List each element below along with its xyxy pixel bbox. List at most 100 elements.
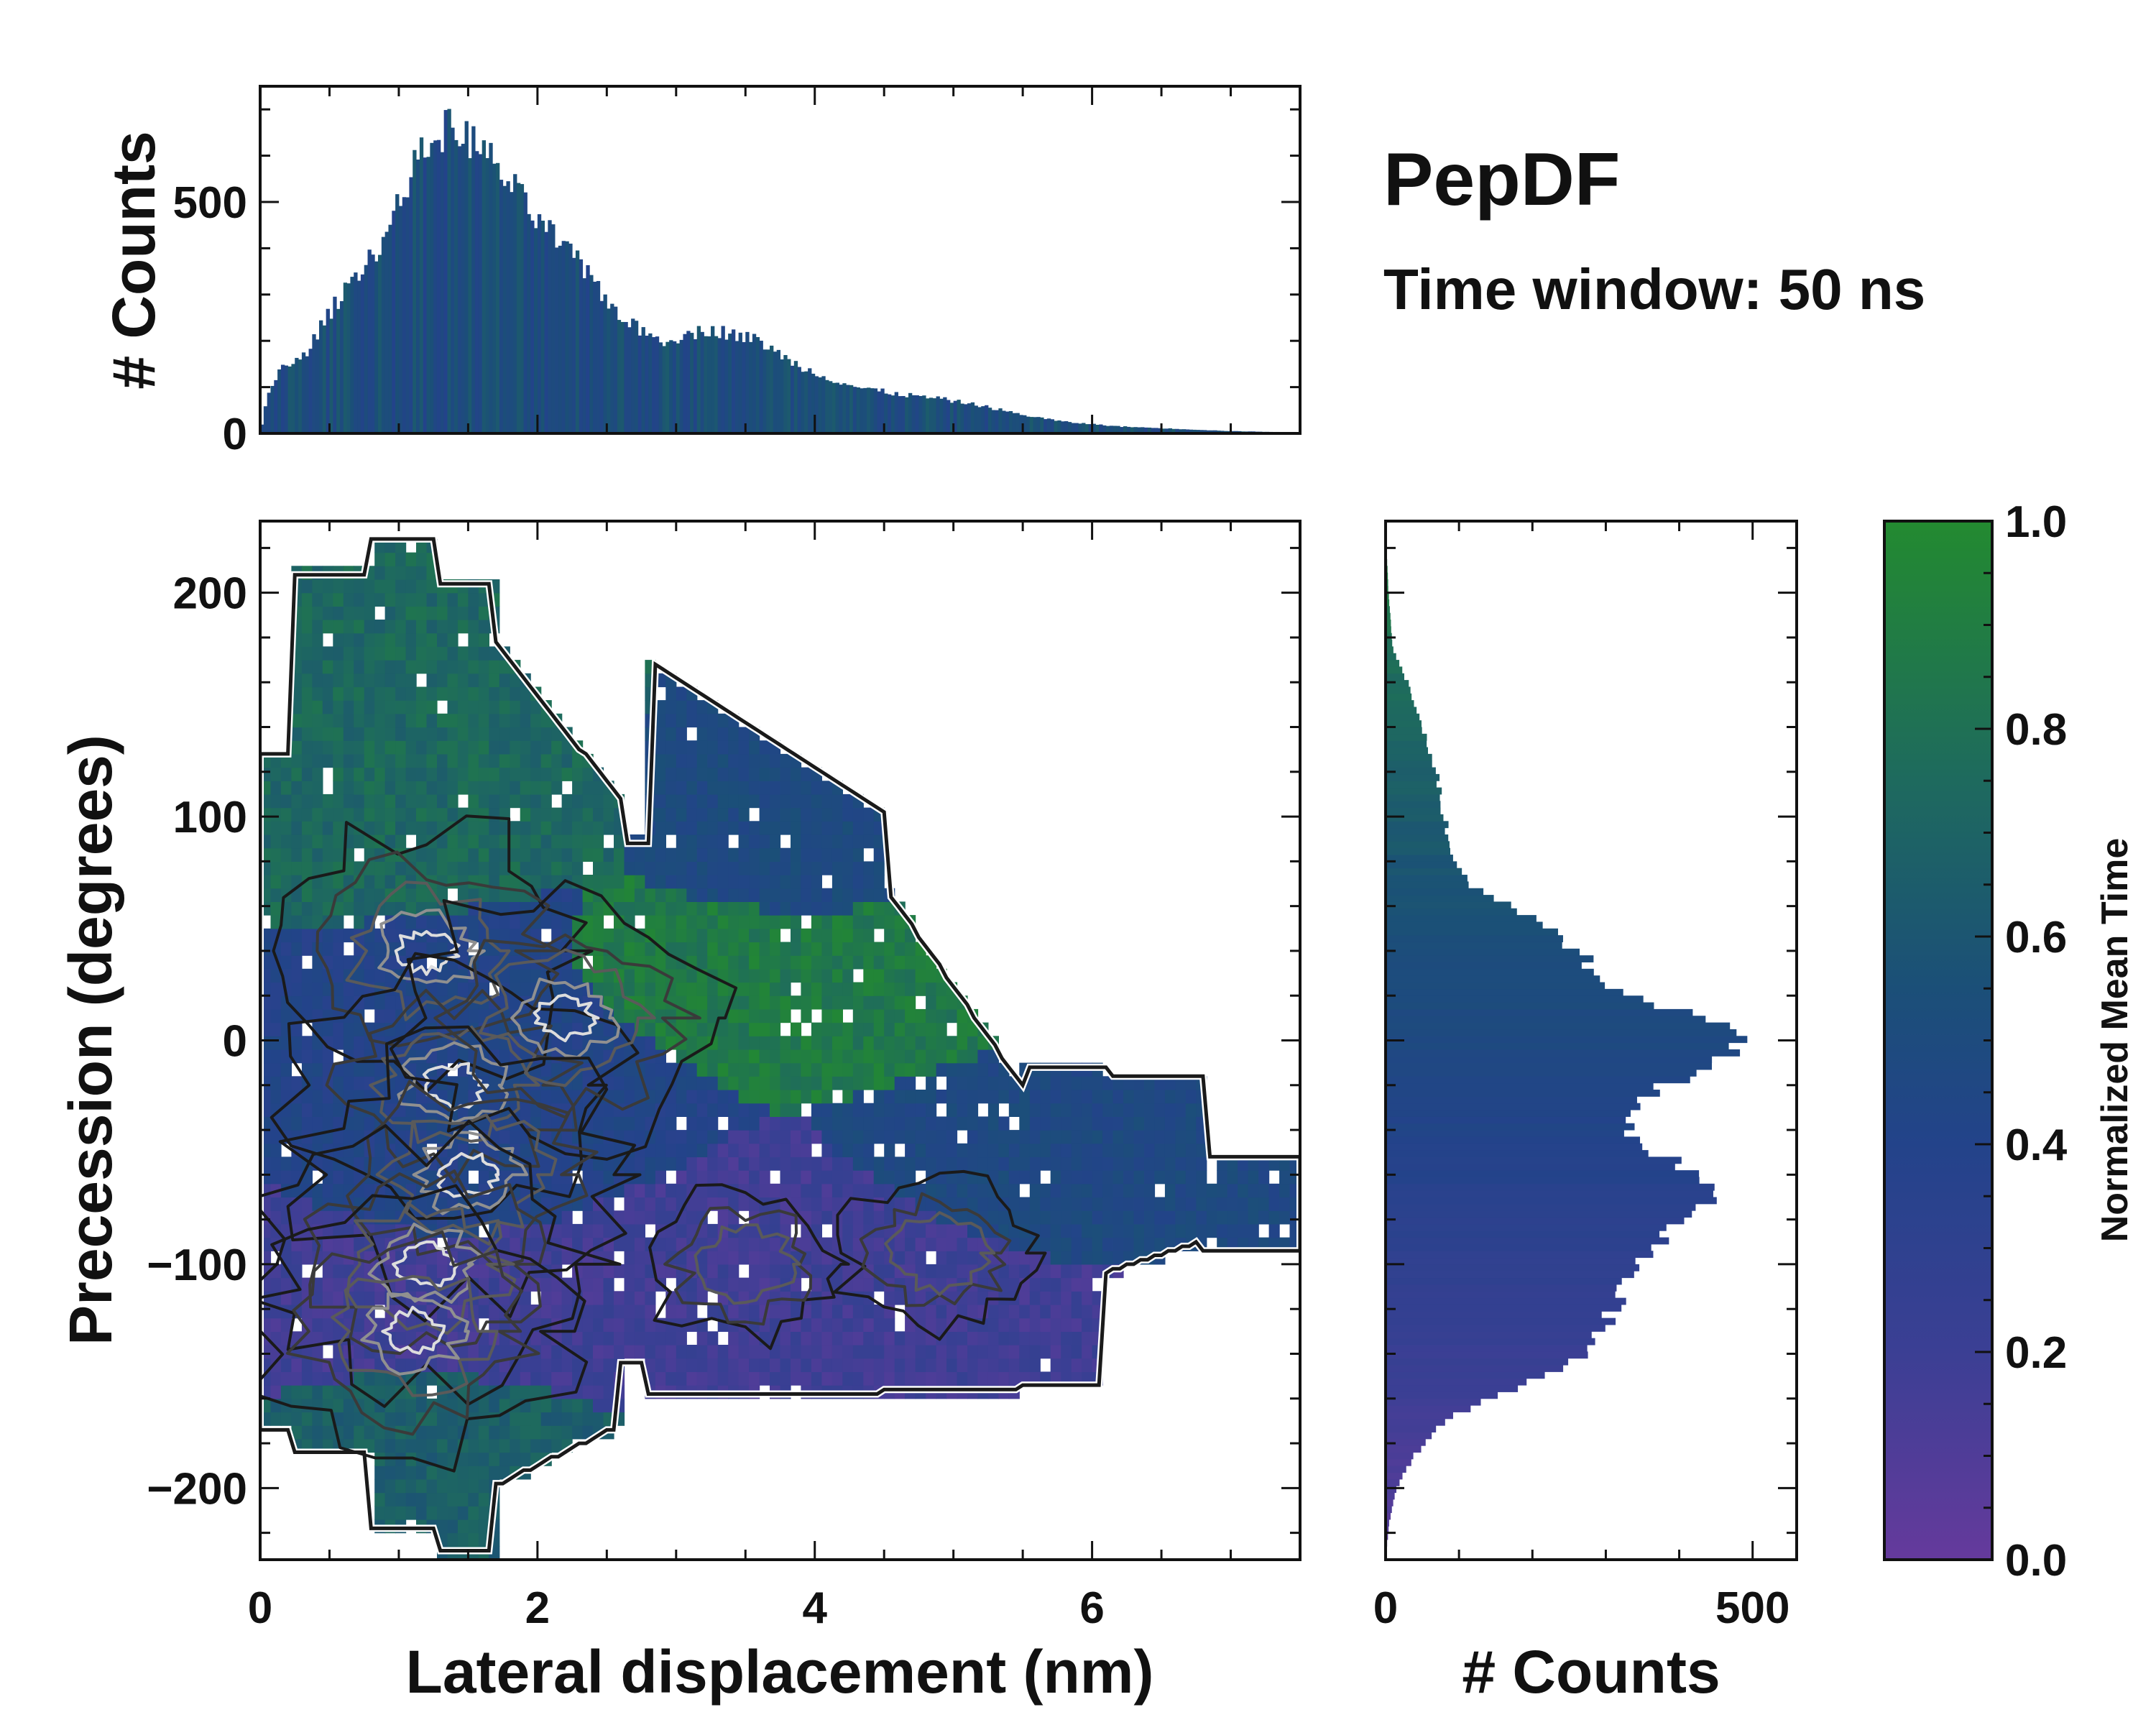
- right-histogram-bar: [1386, 1284, 1617, 1292]
- heatmap-cell: [842, 1036, 854, 1050]
- heatmap-cell: [791, 1305, 802, 1319]
- right-histogram-bar: [1386, 1526, 1389, 1534]
- heatmap-cell: [842, 1345, 854, 1359]
- heatmap-cell: [842, 861, 854, 875]
- heatmap-cell: [696, 915, 708, 929]
- heatmap-cell: [291, 1251, 303, 1265]
- top-histogram-bar: [523, 192, 528, 433]
- top-histogram-bar: [1133, 427, 1138, 433]
- top-histogram-bar: [516, 183, 521, 433]
- heatmap-cell: [354, 579, 365, 594]
- heatmap-cell: [416, 632, 428, 647]
- heatmap-cell: [395, 915, 407, 929]
- top-histogram-bar: [1185, 429, 1190, 433]
- top-histogram-bar: [339, 300, 344, 433]
- right-histogram-bar: [1386, 881, 1469, 889]
- heatmap-cell: [842, 821, 854, 835]
- heatmap-cell: [811, 1130, 822, 1144]
- colorbar-tick-label: 0.4: [2005, 1121, 2068, 1170]
- heatmap-cell: [447, 901, 459, 916]
- heatmap-cell: [728, 1103, 740, 1117]
- heatmap-cell: [322, 727, 333, 741]
- heatmap-cell: [676, 968, 687, 983]
- contour-line: [278, 1025, 642, 1322]
- top-histogram-bar: [495, 162, 500, 433]
- heatmap-cell: [1050, 1170, 1061, 1184]
- heatmap-cell: [717, 781, 729, 795]
- heatmap-cell: [821, 781, 833, 795]
- heatmap-cell: [312, 646, 323, 661]
- top-histogram-bar: [582, 278, 586, 433]
- heatmap-cell: [926, 1062, 937, 1077]
- heatmap-cell: [780, 1130, 791, 1144]
- heatmap-cell: [811, 1277, 822, 1292]
- heatmap-cell: [852, 1156, 864, 1171]
- heatmap-cell: [551, 767, 563, 781]
- heatmap-cell: [468, 632, 479, 647]
- right-histogram-bar: [1386, 1203, 1696, 1211]
- top-histogram-bar: [1143, 427, 1148, 433]
- heatmap-cell: [499, 928, 510, 943]
- heatmap-cell: [852, 1130, 864, 1144]
- heatmap-cell: [374, 968, 386, 983]
- heatmap-cell: [333, 1237, 344, 1251]
- heatmap-cell: [696, 794, 708, 809]
- heatmap-cell: [696, 767, 708, 781]
- heatmap-cell: [780, 982, 791, 996]
- top-histogram-bar: [835, 382, 839, 433]
- heatmap-cell: [582, 1223, 594, 1238]
- heatmap-cell: [291, 753, 303, 768]
- right-histogram-bar: [1386, 1291, 1616, 1299]
- top-histogram-bar: [1019, 415, 1023, 433]
- heatmap-cell: [322, 1277, 333, 1292]
- heatmap-cell: [343, 1398, 354, 1413]
- heatmap-cell: [665, 794, 677, 809]
- heatmap-cell: [333, 1130, 344, 1144]
- heatmap-cell: [728, 767, 740, 781]
- heatmap-cell: [780, 847, 791, 862]
- heatmap-cell: [468, 700, 479, 714]
- heatmap-cell: [322, 660, 333, 674]
- heatmap-cell: [957, 1183, 968, 1198]
- heatmap-cell: [894, 1210, 906, 1225]
- heatmap-cell: [354, 968, 365, 983]
- right-histogram-bar: [1386, 1069, 1697, 1077]
- heatmap-cell: [291, 781, 303, 795]
- heatmap-cell: [593, 1277, 604, 1292]
- heatmap-cell: [842, 794, 854, 809]
- heatmap-cell: [1071, 1237, 1082, 1251]
- heatmap-cell: [863, 1156, 875, 1171]
- heatmap-cell: [759, 1251, 770, 1265]
- heatmap-cell: [540, 1345, 552, 1359]
- heatmap-cell: [842, 1049, 854, 1064]
- heatmap-cell: [665, 955, 677, 970]
- heatmap-cell: [343, 727, 354, 741]
- heatmap-cell: [842, 888, 854, 902]
- heatmap-cell: [915, 982, 926, 996]
- heatmap-cell: [686, 1291, 698, 1305]
- heatmap-cell: [634, 942, 645, 956]
- heatmap-cell: [561, 753, 573, 768]
- heatmap-cell: [582, 767, 594, 781]
- heatmap-cell: [333, 1264, 344, 1279]
- heatmap-cell: [905, 1062, 916, 1077]
- heatmap-cell: [322, 753, 333, 768]
- heatmap-cell: [987, 1197, 999, 1211]
- heatmap-cell: [665, 1183, 677, 1198]
- heatmap-cell: [551, 1062, 563, 1077]
- heatmap-cell: [1112, 1183, 1124, 1198]
- heatmap-cell: [1071, 1331, 1082, 1346]
- heatmap-cell: [831, 1371, 843, 1386]
- heatmap-cell: [926, 1156, 937, 1171]
- contour-line: [346, 1201, 517, 1335]
- heatmap-cell: [322, 847, 333, 862]
- heatmap-cell: [749, 928, 760, 943]
- heatmap-cell: [603, 1291, 614, 1305]
- heatmap-cell: [582, 1331, 594, 1346]
- heatmap-cell: [312, 1183, 323, 1198]
- heatmap-cell: [333, 794, 344, 809]
- heatmap-cell: [270, 1022, 282, 1036]
- top-histogram-bar: [510, 192, 514, 433]
